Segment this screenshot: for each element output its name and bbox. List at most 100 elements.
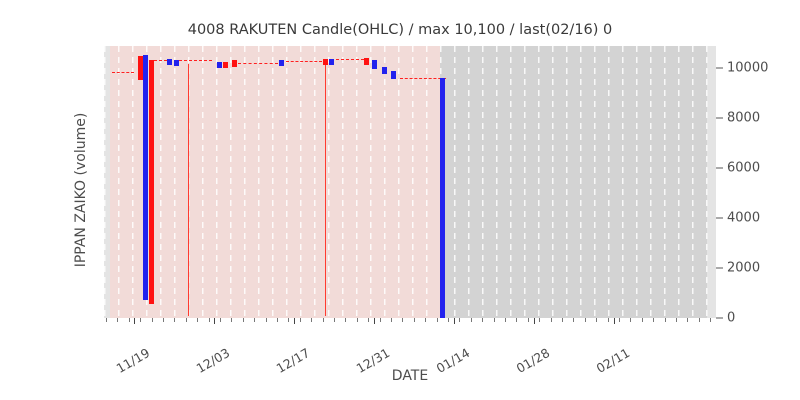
candle-bar: [167, 59, 172, 65]
reference-line-segment: [400, 78, 446, 79]
x-axis-minor-tick: [299, 318, 301, 322]
x-axis-minor-tick: [208, 318, 210, 322]
y-axis-title: IPPAN ZAIKO (volume): [73, 112, 89, 268]
y-axis-tick-label: 8000: [716, 111, 760, 126]
x-axis-major-tick: [614, 318, 615, 324]
y-axis-tick-label: 6000: [716, 161, 760, 176]
x-axis-minor-tick: [151, 318, 153, 322]
x-axis-minor-tick: [539, 318, 541, 322]
x-axis-minor-tick: [436, 318, 438, 322]
candle-bar: [391, 71, 396, 79]
candle-bar: [223, 62, 228, 68]
candle-bar: [232, 60, 237, 67]
x-axis-minor-tick: [220, 318, 221, 322]
x-axis-minor-tick: [550, 318, 552, 322]
y-axis-tick-label: 4000: [716, 211, 760, 226]
x-axis-major-tick: [454, 318, 455, 324]
x-axis-minor-tick: [368, 318, 370, 322]
x-axis-minor-tick: [174, 318, 176, 322]
candle-bar: [279, 60, 284, 66]
gridline-dash-mask-inactive: [440, 46, 707, 318]
x-axis-minor-tick: [527, 318, 529, 322]
vertical-marker-line: [188, 64, 189, 316]
page-title: 4008 RAKUTEN Candle(OHLC) / max 10,100 /…: [187, 22, 613, 38]
x-axis-title: DATE: [391, 368, 429, 384]
y-axis-tick-label: 0: [716, 311, 735, 326]
x-axis-minor-tick: [676, 318, 677, 322]
candle-bar: [138, 56, 143, 80]
candle-bar: [149, 60, 154, 304]
x-axis-major-tick: [294, 318, 295, 324]
x-axis-minor-tick: [493, 318, 495, 322]
x-axis-minor-tick: [128, 318, 130, 322]
candle-bar: [323, 59, 328, 65]
x-axis-minor-tick: [402, 318, 404, 322]
x-axis-minor-tick: [345, 318, 347, 322]
x-axis-minor-tick: [163, 318, 164, 322]
x-axis-ticks: 11/19 12/03 12/17 12/31 01/14 01/28 02/11: [104, 318, 716, 398]
candle-bar: [217, 62, 222, 68]
x-axis-minor-tick: [573, 318, 575, 322]
candle-bar: [329, 59, 334, 65]
plot-area: [104, 46, 716, 318]
x-axis-minor-tick: [254, 318, 256, 322]
candle-bar: [372, 60, 377, 69]
reference-line-segment: [336, 59, 364, 60]
x-axis-minor-tick: [562, 318, 563, 322]
reference-line-segment: [238, 63, 278, 64]
gridline-dash-mask-active: [110, 46, 440, 318]
x-axis-minor-tick: [448, 318, 449, 322]
x-axis-minor-tick: [584, 318, 586, 322]
x-axis-minor-tick: [505, 318, 506, 322]
x-axis-minor-tick: [277, 318, 278, 322]
y-axis-ticks: 0 2000 4000 6000 8000 10000: [716, 46, 800, 326]
x-axis-minor-tick: [641, 318, 643, 322]
x-axis-minor-tick: [197, 318, 199, 322]
x-axis-minor-tick: [470, 318, 472, 322]
x-axis-minor-tick: [630, 318, 632, 322]
candle-bar: [364, 58, 369, 65]
candle-bar: [174, 60, 179, 66]
candle-bar: [382, 67, 387, 74]
x-axis-minor-tick: [664, 318, 666, 322]
x-axis-minor-tick: [265, 318, 267, 322]
x-axis-minor-tick: [653, 318, 655, 322]
x-axis-minor-tick: [459, 318, 461, 322]
gridline-dash-mask-trailing: [707, 46, 716, 318]
x-axis-minor-tick: [516, 318, 518, 322]
y-axis-tick-label: 2000: [716, 261, 760, 276]
x-axis-minor-tick: [482, 318, 484, 322]
x-axis-minor-tick: [710, 318, 712, 322]
reference-line-segment: [286, 61, 322, 62]
x-axis-minor-tick: [242, 318, 244, 322]
vertical-marker-line: [325, 62, 326, 316]
gridline-dash-mask-leading: [104, 46, 110, 318]
reference-line-segment: [154, 60, 212, 61]
x-axis-minor-tick: [311, 318, 313, 322]
x-axis-minor-tick: [231, 318, 233, 322]
x-axis-minor-tick: [425, 318, 427, 322]
x-axis-minor-tick: [596, 318, 598, 322]
reference-line-segment: [112, 72, 134, 73]
x-axis-major-tick: [374, 318, 375, 324]
x-axis-minor-tick: [619, 318, 620, 322]
x-axis-minor-tick: [356, 318, 358, 322]
x-axis-major-tick: [534, 318, 535, 324]
x-axis-major-tick: [134, 318, 135, 324]
x-axis-minor-tick: [607, 318, 609, 322]
x-axis-major-tick: [214, 318, 215, 324]
x-axis-minor-tick: [334, 318, 335, 322]
x-axis-minor-tick: [391, 318, 392, 322]
x-axis-minor-tick: [106, 318, 107, 322]
x-axis-minor-tick: [413, 318, 415, 322]
x-axis-minor-tick: [117, 318, 119, 322]
x-axis-minor-tick: [288, 318, 290, 322]
x-axis-minor-tick: [140, 318, 142, 322]
x-axis-minor-tick: [185, 318, 187, 322]
y-axis-tick-label: 10000: [716, 61, 768, 76]
x-axis-minor-tick: [322, 318, 324, 322]
x-axis-minor-tick: [379, 318, 381, 322]
candle-bar: [440, 78, 445, 318]
candle-bar: [143, 55, 148, 300]
